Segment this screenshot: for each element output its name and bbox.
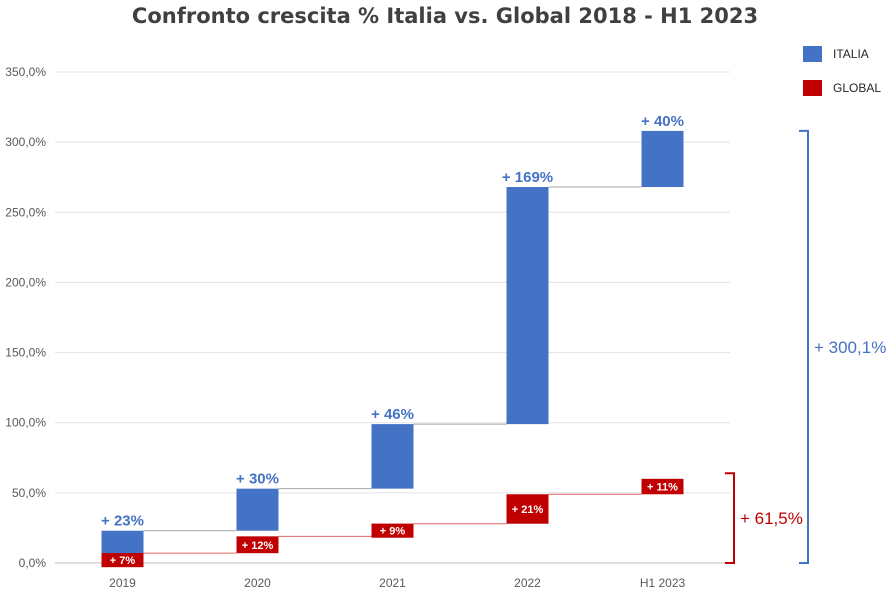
legend: ITALIA GLOBAL bbox=[803, 46, 881, 96]
x-tick-label: 2021 bbox=[379, 576, 406, 590]
y-tick-label: 350,0% bbox=[5, 65, 46, 79]
total-brackets: + 300,1% + 61,5% bbox=[725, 129, 886, 564]
x-tick-label: H1 2023 bbox=[640, 576, 686, 590]
italia-bar bbox=[371, 424, 414, 489]
y-tick-label: 0,0% bbox=[19, 556, 47, 570]
connectors bbox=[143, 186, 642, 554]
bars bbox=[101, 130, 684, 568]
global-total-bracket bbox=[725, 472, 735, 564]
x-axis: 2019 2020 2021 2022 H1 2023 bbox=[109, 576, 685, 590]
italia-data-label: + 30% bbox=[236, 471, 279, 488]
global-bar-label-bg bbox=[371, 523, 414, 538]
x-tick-label: 2020 bbox=[244, 576, 271, 590]
x-tick-label: 2022 bbox=[514, 576, 541, 590]
legend-swatch-global bbox=[803, 80, 822, 96]
y-tick-label: 250,0% bbox=[5, 205, 46, 219]
global-bar bbox=[641, 478, 684, 495]
global-data-label: + 9% bbox=[380, 526, 406, 538]
x-tick-label: 2019 bbox=[109, 576, 136, 590]
data-labels: + 23% + 30% + 46% + 169% + 40% + 7% + 12% + 9% +… bbox=[101, 113, 684, 567]
italia-bar bbox=[641, 130, 684, 188]
y-tick-label: 300,0% bbox=[5, 135, 46, 149]
global-bar bbox=[236, 536, 279, 554]
y-tick-label: 50,0% bbox=[12, 486, 46, 500]
global-data-label: + 21% bbox=[512, 504, 544, 516]
y-tick-label: 200,0% bbox=[5, 275, 46, 289]
global-data-label: + 12% bbox=[242, 540, 274, 552]
global-data-label: + 11% bbox=[647, 482, 678, 494]
global-data-label: + 7% bbox=[110, 555, 136, 567]
global-bar bbox=[506, 494, 549, 524]
italia-total-label: + 300,1% bbox=[814, 338, 886, 357]
italia-total-bracket bbox=[799, 129, 809, 564]
y-tick-label: 100,0% bbox=[5, 416, 46, 430]
y-axis: 0,0% 50,0% 100,0% 150,0% 200,0% 250,0% 300,0% 3… bbox=[5, 65, 46, 570]
y-tick-label: 150,0% bbox=[5, 346, 46, 360]
grid-lines bbox=[55, 71, 730, 564]
italia-data-label: + 40% bbox=[641, 113, 684, 130]
legend-swatch-italia bbox=[803, 46, 822, 62]
italia-data-label: + 46% bbox=[371, 406, 414, 423]
italia-data-label: + 23% bbox=[101, 513, 144, 530]
legend-label-global: GLOBAL bbox=[833, 81, 881, 95]
italia-bar bbox=[506, 187, 549, 425]
italia-data-label: + 169% bbox=[502, 169, 553, 186]
italia-bar bbox=[236, 488, 279, 531]
global-total-label: + 61,5% bbox=[740, 509, 803, 528]
chart-title: Confronto crescita % Italia vs. Global 2… bbox=[132, 4, 758, 28]
legend-label-italia: ITALIA bbox=[833, 47, 869, 61]
global-bar-label-bg bbox=[101, 553, 144, 568]
